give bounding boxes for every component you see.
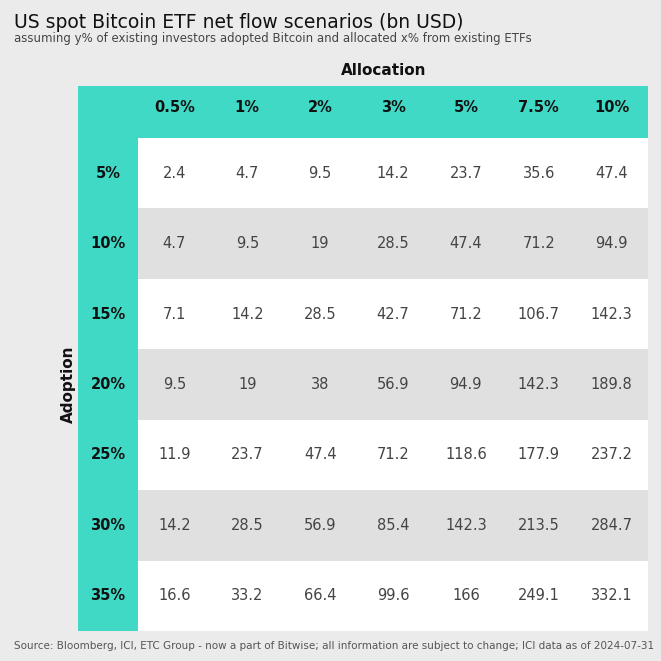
Text: 4.7: 4.7: [163, 236, 186, 251]
Text: 142.3: 142.3: [445, 518, 486, 533]
Text: 5%: 5%: [95, 166, 120, 180]
Text: 71.2: 71.2: [449, 307, 483, 321]
Text: 47.4: 47.4: [304, 447, 336, 463]
Text: 14.2: 14.2: [231, 307, 264, 321]
Text: 9.5: 9.5: [309, 166, 332, 180]
Text: 14.2: 14.2: [377, 166, 409, 180]
Bar: [138, 490, 648, 561]
Text: 142.3: 142.3: [591, 307, 633, 321]
Bar: [138, 138, 648, 208]
Text: 19: 19: [238, 377, 256, 392]
Text: 38: 38: [311, 377, 329, 392]
Text: 11.9: 11.9: [158, 447, 190, 463]
Text: 15%: 15%: [91, 307, 126, 321]
Text: 166: 166: [452, 588, 480, 603]
Bar: [138, 279, 648, 349]
Text: 16.6: 16.6: [158, 588, 190, 603]
Text: 33.2: 33.2: [231, 588, 264, 603]
Text: 23.7: 23.7: [231, 447, 264, 463]
Text: 2.4: 2.4: [163, 166, 186, 180]
Text: 66.4: 66.4: [304, 588, 336, 603]
Text: 10%: 10%: [594, 100, 629, 114]
Text: 4.7: 4.7: [235, 166, 259, 180]
Text: 35.6: 35.6: [523, 166, 555, 180]
Text: 9.5: 9.5: [236, 236, 259, 251]
Text: 10%: 10%: [91, 236, 126, 251]
Text: 3%: 3%: [381, 100, 405, 114]
Text: 5%: 5%: [453, 100, 479, 114]
Text: 35%: 35%: [91, 588, 126, 603]
Text: 99.6: 99.6: [377, 588, 409, 603]
Text: 94.9: 94.9: [596, 236, 628, 251]
Text: Allocation: Allocation: [341, 63, 427, 78]
Text: 23.7: 23.7: [449, 166, 482, 180]
Text: 28.5: 28.5: [304, 307, 336, 321]
Bar: [60, 51, 648, 631]
Text: 177.9: 177.9: [518, 447, 560, 463]
Text: 14.2: 14.2: [158, 518, 191, 533]
Text: 9.5: 9.5: [163, 377, 186, 392]
Text: 332.1: 332.1: [591, 588, 633, 603]
Bar: [138, 561, 648, 631]
Text: Adoption: Adoption: [61, 346, 75, 423]
Text: 19: 19: [311, 236, 329, 251]
Text: 85.4: 85.4: [377, 518, 409, 533]
Text: 142.3: 142.3: [518, 377, 560, 392]
Text: US spot Bitcoin ETF net flow scenarios (bn USD): US spot Bitcoin ETF net flow scenarios (…: [14, 13, 463, 32]
Text: 71.2: 71.2: [377, 447, 409, 463]
Bar: [138, 349, 648, 420]
Text: 284.7: 284.7: [590, 518, 633, 533]
Text: 56.9: 56.9: [377, 377, 409, 392]
Text: 213.5: 213.5: [518, 518, 560, 533]
Text: 249.1: 249.1: [518, 588, 560, 603]
Text: 0.5%: 0.5%: [154, 100, 195, 114]
Bar: [138, 208, 648, 279]
Text: 28.5: 28.5: [231, 518, 264, 533]
Text: 7.1: 7.1: [163, 307, 186, 321]
Text: 2%: 2%: [308, 100, 332, 114]
Text: 118.6: 118.6: [445, 447, 486, 463]
Text: 47.4: 47.4: [596, 166, 628, 180]
Text: 71.2: 71.2: [522, 236, 555, 251]
Text: 94.9: 94.9: [449, 377, 482, 392]
Text: 189.8: 189.8: [591, 377, 633, 392]
Text: 237.2: 237.2: [590, 447, 633, 463]
Text: 106.7: 106.7: [518, 307, 560, 321]
Text: 20%: 20%: [91, 377, 126, 392]
Text: 1%: 1%: [235, 100, 260, 114]
Text: 7.5%: 7.5%: [518, 100, 559, 114]
Text: assuming y% of existing investors adopted Bitcoin and allocated x% from existing: assuming y% of existing investors adopte…: [14, 32, 531, 45]
Text: 30%: 30%: [91, 518, 126, 533]
Bar: [138, 420, 648, 490]
Bar: [78, 86, 648, 631]
Text: 47.4: 47.4: [449, 236, 482, 251]
Text: 25%: 25%: [91, 447, 126, 463]
Text: 56.9: 56.9: [304, 518, 336, 533]
Text: 28.5: 28.5: [377, 236, 409, 251]
Text: Source: Bloomberg, ICI, ETC Group - now a part of Bitwise; all information are s: Source: Bloomberg, ICI, ETC Group - now …: [14, 641, 654, 651]
Text: 42.7: 42.7: [377, 307, 409, 321]
